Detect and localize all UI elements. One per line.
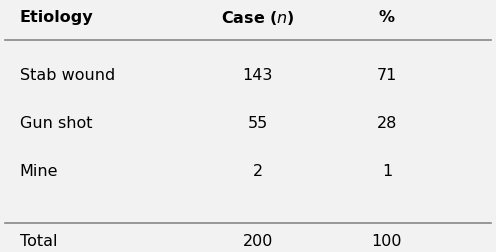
Text: Mine: Mine [20,164,59,179]
Text: 55: 55 [248,116,268,131]
Text: Gun shot: Gun shot [20,116,92,131]
Text: 143: 143 [243,68,273,83]
Text: 200: 200 [243,234,273,249]
Text: Total: Total [20,234,58,249]
Text: Stab wound: Stab wound [20,68,115,83]
Text: 1: 1 [382,164,392,179]
Text: 71: 71 [376,68,397,83]
Text: 100: 100 [372,234,402,249]
Text: 28: 28 [376,116,397,131]
Text: 2: 2 [253,164,263,179]
Text: Case ($n$): Case ($n$) [221,9,295,27]
Text: Etiology: Etiology [20,10,93,25]
Text: %: % [379,10,395,25]
